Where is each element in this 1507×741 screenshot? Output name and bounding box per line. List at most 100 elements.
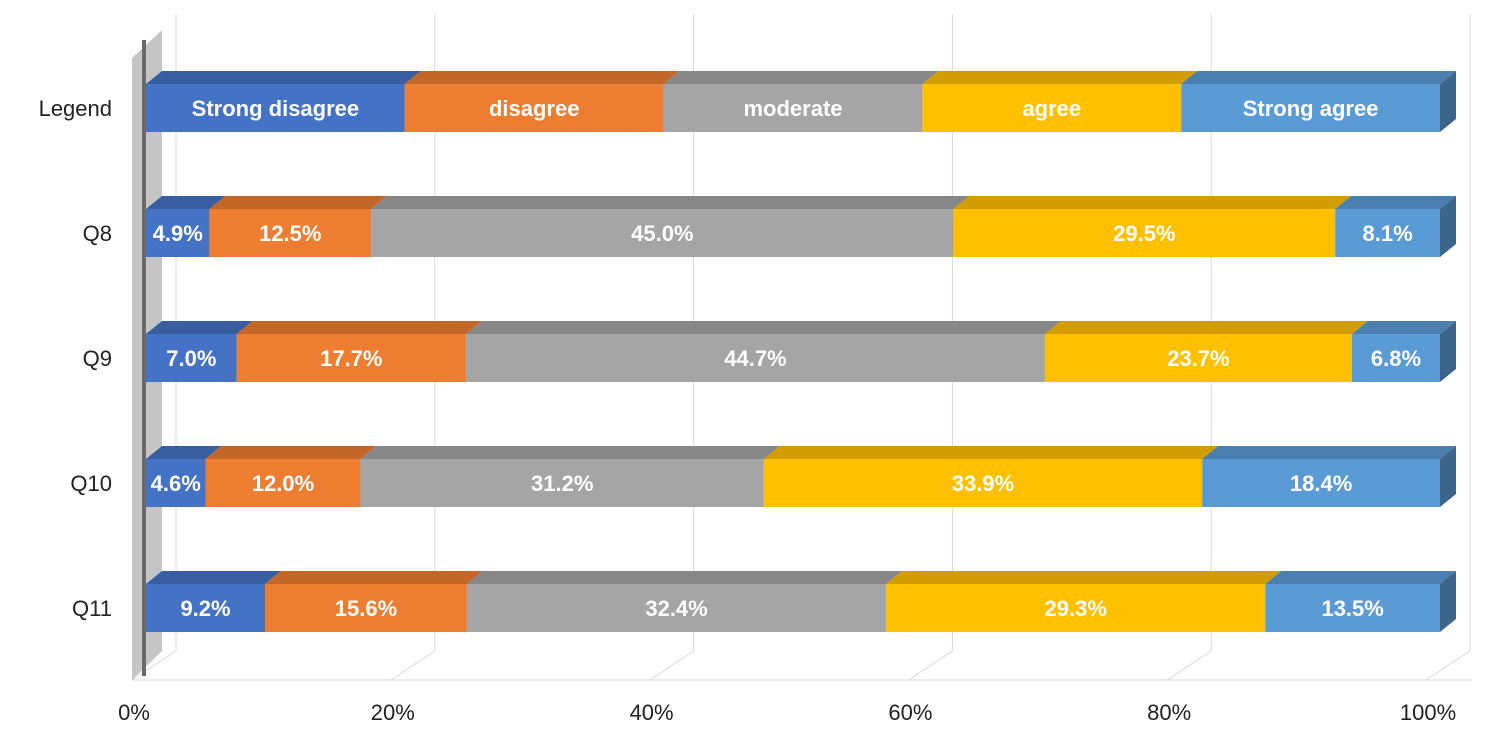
bar-Q11-series-3 — [886, 571, 1282, 632]
bar-Q8-series-0-top — [146, 196, 226, 209]
bar-Q8-series-3-front — [953, 209, 1336, 257]
data-label-Q11-series-1: 15.6% — [335, 596, 397, 621]
bar-Q10-series-1 — [205, 446, 377, 507]
data-label-Q10-series-3: 33.9% — [952, 471, 1014, 496]
legend-entry-3: agree — [1022, 96, 1081, 121]
category-label-Q9: Q9 — [83, 346, 112, 371]
legend-swatch-3 — [922, 71, 1198, 132]
bar-Q9-series-4 — [1351, 321, 1456, 382]
labels: Legend Strong disagree disagree moderate agr… — [39, 96, 1457, 725]
category-label-Q10: Q10 — [70, 471, 112, 496]
category-label-Q8: Q8 — [83, 221, 112, 246]
bar-Q9-series-1-top — [236, 321, 482, 334]
bar-Q10-series-0-front — [146, 459, 206, 507]
data-label-Q9-series-0: 7.0% — [166, 346, 216, 371]
bar-endcap-Q11 — [1440, 571, 1456, 632]
legend-swatch-4-top — [1181, 71, 1456, 84]
bar-Q9-series-0-top — [146, 321, 253, 334]
bar-Q8-series-2-top — [371, 196, 970, 209]
floor-gridline-100 — [1425, 650, 1471, 681]
category-label-Q11: Q11 — [72, 596, 112, 621]
legend-entry-0: Strong disagree — [192, 96, 359, 121]
data-label-Q9-series-1: 17.7% — [320, 346, 382, 371]
legend-swatch-1 — [404, 71, 680, 132]
floor-gridline-0 — [131, 650, 177, 681]
legend-entry-4: Strong agree — [1243, 96, 1379, 121]
bar-endcap-Q9 — [1440, 321, 1456, 382]
bar-Q10-series-1-top — [205, 446, 377, 459]
data-label-Q10-series-0: 4.6% — [151, 471, 201, 496]
bar-Q9-series-1 — [236, 321, 482, 382]
x-tick-label-20: 20% — [371, 700, 415, 725]
x-tick-label-40: 40% — [630, 700, 674, 725]
bar-Q9-series-2-top — [465, 321, 1061, 334]
bar-endcap-Q8 — [1440, 196, 1456, 257]
bar-Q11-series-0-front — [146, 584, 266, 632]
bar-Q10-series-4 — [1202, 446, 1456, 507]
bar-Q11-series-2-top — [466, 571, 903, 584]
legend-swatch-0 — [146, 71, 421, 132]
wall-edge — [142, 40, 146, 676]
bar-Q8-series-0 — [146, 196, 226, 257]
bar-Q10-series-2-front — [360, 459, 764, 507]
floor-gridline-80 — [1166, 650, 1212, 681]
data-label-Q10-series-4: 18.4% — [1290, 471, 1352, 496]
bar-Q11-series-2-front — [466, 584, 887, 632]
bar-Q11-series-3-top — [886, 571, 1282, 584]
bar-Q11-series-1-front — [265, 584, 467, 632]
bar-Q8-series-0-front — [146, 209, 210, 257]
bar-Q8-series-3 — [953, 196, 1352, 257]
data-label-Q9-series-3: 23.7% — [1167, 346, 1229, 371]
data-label-Q9-series-4: 6.8% — [1371, 346, 1421, 371]
bar-Q11-series-0-top — [146, 571, 282, 584]
bar-Q10-series-4-front — [1202, 459, 1440, 507]
bar-Q9-series-1-front — [236, 334, 466, 382]
bar-Q10-series-3 — [763, 446, 1219, 507]
bar-Q9-series-2-front — [465, 334, 1045, 382]
bar-Q11-series-0 — [146, 571, 282, 632]
data-label-Q11-series-0: 9.2% — [180, 596, 230, 621]
data-label-Q10-series-1: 12.0% — [252, 471, 314, 496]
bar-Q11-series-1 — [265, 571, 483, 632]
bar-Q10-series-3-top — [763, 446, 1219, 459]
bar-Q11-series-4-front — [1265, 584, 1440, 632]
data-label-Q10-series-2: 31.2% — [531, 471, 593, 496]
bar-Q11-series-3-front — [886, 584, 1266, 632]
bar-Q9-series-0-front — [146, 334, 237, 382]
bar-Q10-series-2 — [360, 446, 780, 507]
bar-Q8-series-1-front — [209, 209, 372, 257]
bar-Q11-series-1-top — [265, 571, 483, 584]
bar-Q11-series-4 — [1265, 571, 1456, 632]
legend-swatch-2-front — [663, 84, 923, 132]
data-label-Q11-series-4: 13.5% — [1321, 596, 1383, 621]
bar-endcap-Q10 — [1440, 446, 1456, 507]
legend-swatch-1-front — [404, 84, 664, 132]
data-label-Q8-series-3: 29.5% — [1113, 221, 1175, 246]
bar-Q8-series-2-front — [371, 209, 954, 257]
bar-Q8-series-1 — [209, 196, 388, 257]
legend-swatch-0-top — [146, 71, 421, 84]
data-label-Q11-series-3: 29.3% — [1045, 596, 1107, 621]
bar-Q8-series-1-top — [209, 196, 388, 209]
legend-swatch-3-top — [922, 71, 1198, 84]
bar-Q10-series-4-top — [1202, 446, 1456, 459]
bar-Q11-series-4-top — [1265, 571, 1456, 584]
legend-swatch-4 — [1181, 71, 1456, 132]
bar-Q8-series-4 — [1335, 196, 1456, 257]
bar-Q10-series-3-front — [763, 459, 1203, 507]
legend-row-label: Legend — [39, 96, 112, 121]
bar-Q10-series-1-front — [205, 459, 361, 507]
legend-entry-1: disagree — [489, 96, 580, 121]
data-label-Q8-series-1: 12.5% — [259, 221, 321, 246]
bar-Q9-series-3-top — [1044, 321, 1368, 334]
data-label-Q11-series-2: 32.4% — [645, 596, 707, 621]
bar-Q9-series-0 — [146, 321, 253, 382]
x-tick-label-100: 100% — [1400, 700, 1456, 725]
legend-entry-2: moderate — [743, 96, 842, 121]
legend-swatch-0-front — [146, 84, 405, 132]
bar-Q9-series-4-top — [1351, 321, 1456, 334]
bar-Q9-series-3-front — [1044, 334, 1352, 382]
floor-gridline-20 — [390, 650, 436, 681]
bar-Q10-series-2-top — [360, 446, 780, 459]
